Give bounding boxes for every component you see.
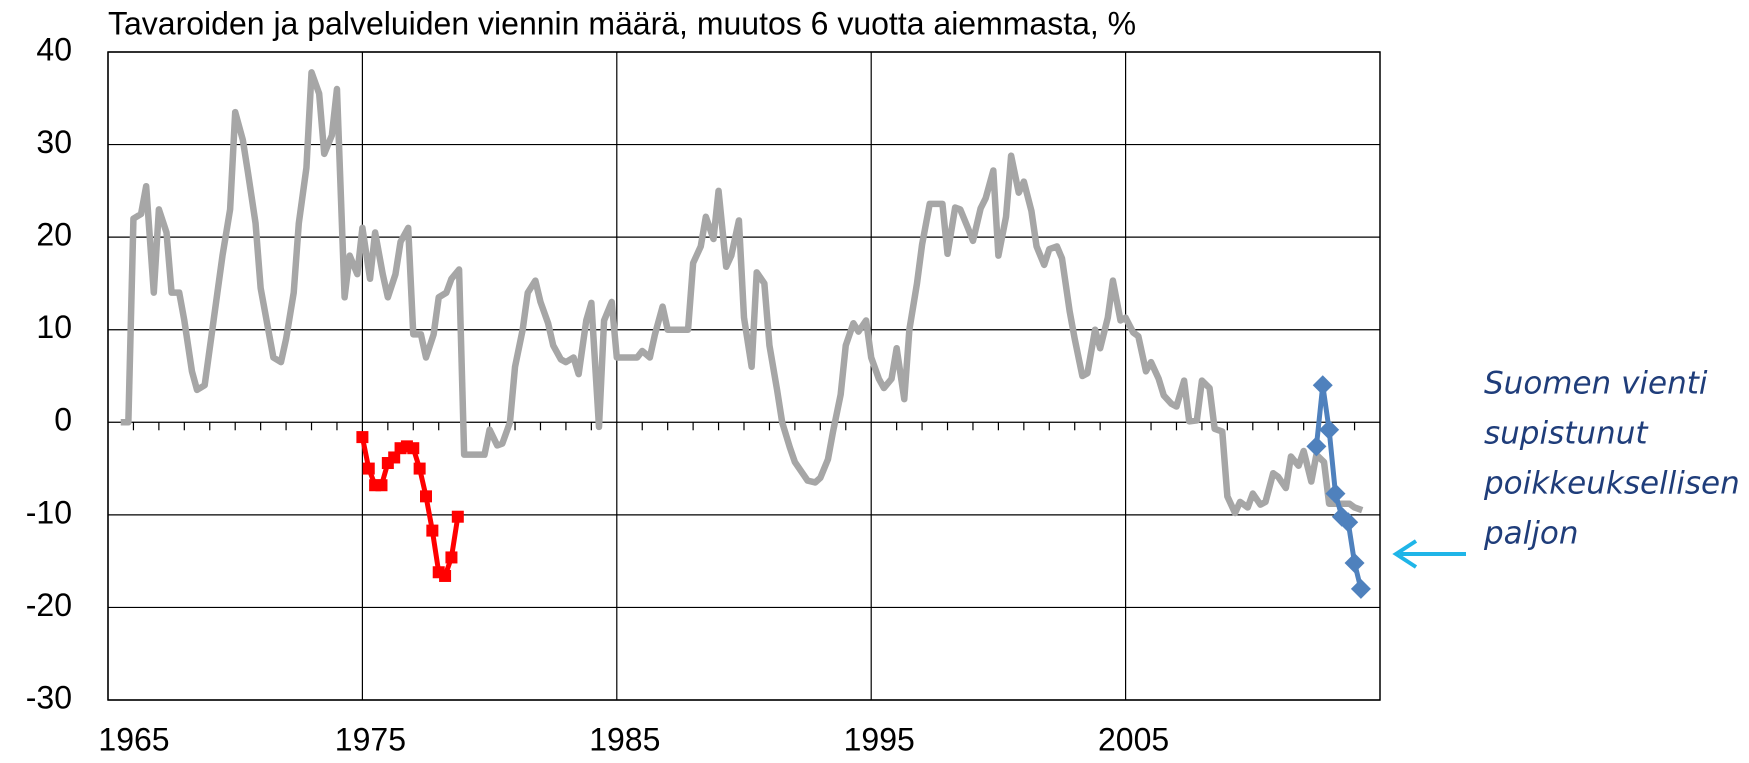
annotation: poikkeuksellisen	[1483, 466, 1740, 502]
annotation: supistunut	[1484, 416, 1649, 452]
annotation: paljon	[1483, 516, 1579, 552]
y-tick-label: -10	[26, 494, 72, 530]
marker	[1338, 512, 1359, 533]
plot-frame	[107, 51, 1381, 701]
y-tick-label: 0	[54, 402, 72, 438]
y-tick-label: 40	[36, 31, 72, 67]
x-tick-label: 1995	[844, 721, 915, 757]
marker	[451, 510, 464, 523]
marker	[407, 442, 420, 455]
y-tick-label: -20	[26, 587, 72, 623]
arrow-head	[1392, 539, 1418, 569]
marker	[426, 524, 439, 537]
chart-title: Tavaroiden ja palveluiden viennin määrä,…	[108, 5, 1136, 41]
marker	[1344, 552, 1365, 573]
marker	[445, 551, 458, 564]
marker	[1325, 483, 1346, 504]
marker	[1312, 375, 1333, 396]
y-tick-label: 20	[36, 217, 72, 253]
marker	[388, 451, 401, 464]
x-tick-label: 1965	[98, 721, 169, 757]
annotation: Suomen vienti	[1484, 366, 1708, 402]
marker	[362, 462, 375, 475]
marker	[1319, 419, 1340, 440]
x-tick-label: 1985	[589, 721, 660, 757]
x-tick-label: 2005	[1098, 721, 1169, 757]
x-tick-label: 1975	[335, 721, 406, 757]
marker	[413, 462, 426, 475]
y-tick-label: 10	[36, 309, 72, 345]
y-tick-label: -30	[26, 679, 72, 715]
marker	[420, 490, 432, 503]
marker	[356, 431, 369, 444]
series-line	[120, 69, 1364, 517]
y-tick-label: 30	[36, 124, 72, 160]
series-line	[359, 436, 461, 579]
marker	[439, 569, 452, 582]
marker	[375, 479, 388, 492]
marker	[1306, 436, 1327, 457]
marker	[1350, 578, 1371, 599]
